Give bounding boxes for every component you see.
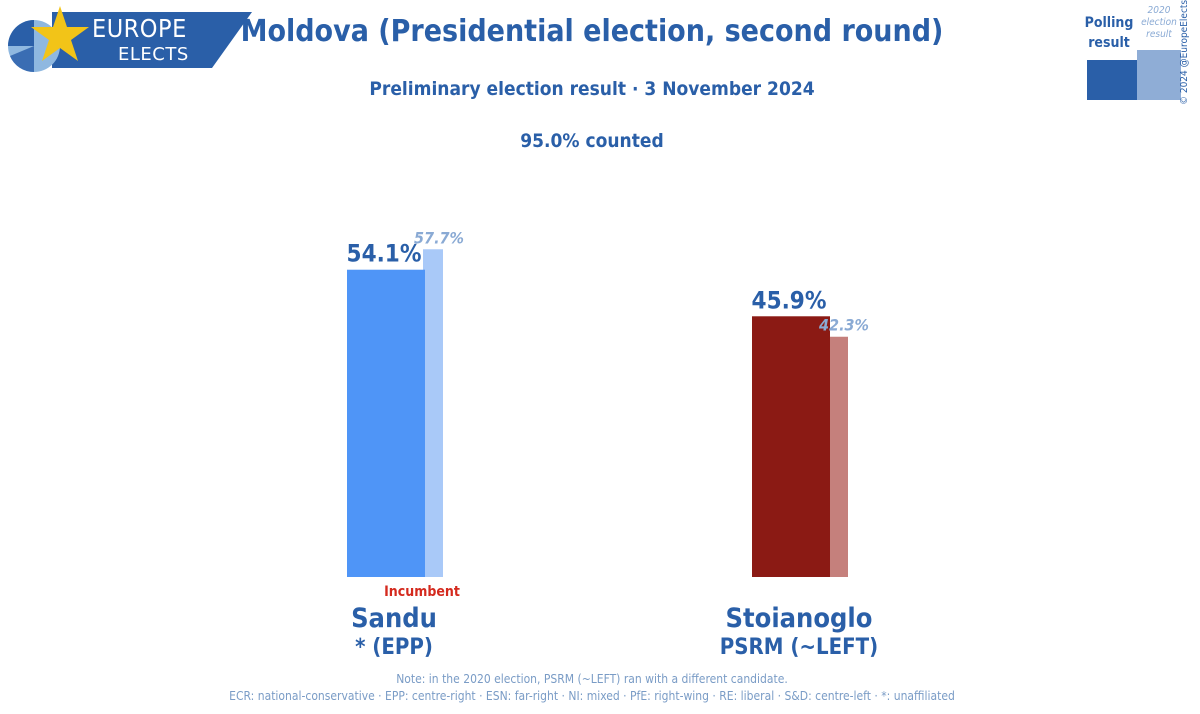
party-glossary: ECR: national-conservative · EPP: centre… [229,689,955,703]
bar-current-stoianoglo [752,316,830,577]
bar-current-sandu [347,269,425,577]
candidate-name-stoianoglo: Stoianoglo [726,603,873,634]
value-label-previous-sandu: 57.7% [414,228,464,247]
footnote: Note: in the 2020 election, PSRM (~LEFT)… [396,672,788,686]
legend-current-label: Polling result [1084,15,1134,51]
legend-current-swatch [1087,60,1137,100]
incumbent-label: Incumbent [384,584,460,600]
candidate-name-sandu: Sandu [351,603,437,634]
logo-text-elects: ELECTS [118,44,189,65]
bar-previous-sandu [423,249,443,577]
value-label-current-stoianoglo: 45.9% [752,286,827,314]
bar-previous-stoianoglo [828,336,848,577]
legend-previous-swatch [1137,50,1181,100]
legend-previous-label: 2020 election result [1141,5,1177,40]
europe-elects-logo [8,6,252,72]
logo-text-europe: EUROPE [92,14,187,43]
candidate-party-stoianoglo: PSRM (~LEFT) [720,635,878,660]
legend [1087,50,1181,100]
chart-title: Moldova (Presidential election, second r… [240,14,944,49]
value-label-current-sandu: 54.1% [347,240,422,268]
value-label-previous-stoianoglo: 42.3% [818,316,869,335]
counted-status: 95.0% counted [520,130,664,152]
candidate-party-sandu: * (EPP) [355,635,433,660]
chart-subtitle: Preliminary election result · 3 November… [369,78,815,100]
